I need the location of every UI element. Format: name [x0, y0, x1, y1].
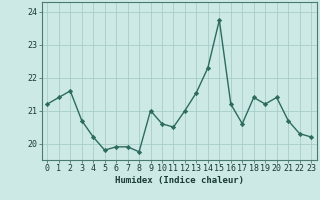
X-axis label: Humidex (Indice chaleur): Humidex (Indice chaleur) [115, 176, 244, 185]
